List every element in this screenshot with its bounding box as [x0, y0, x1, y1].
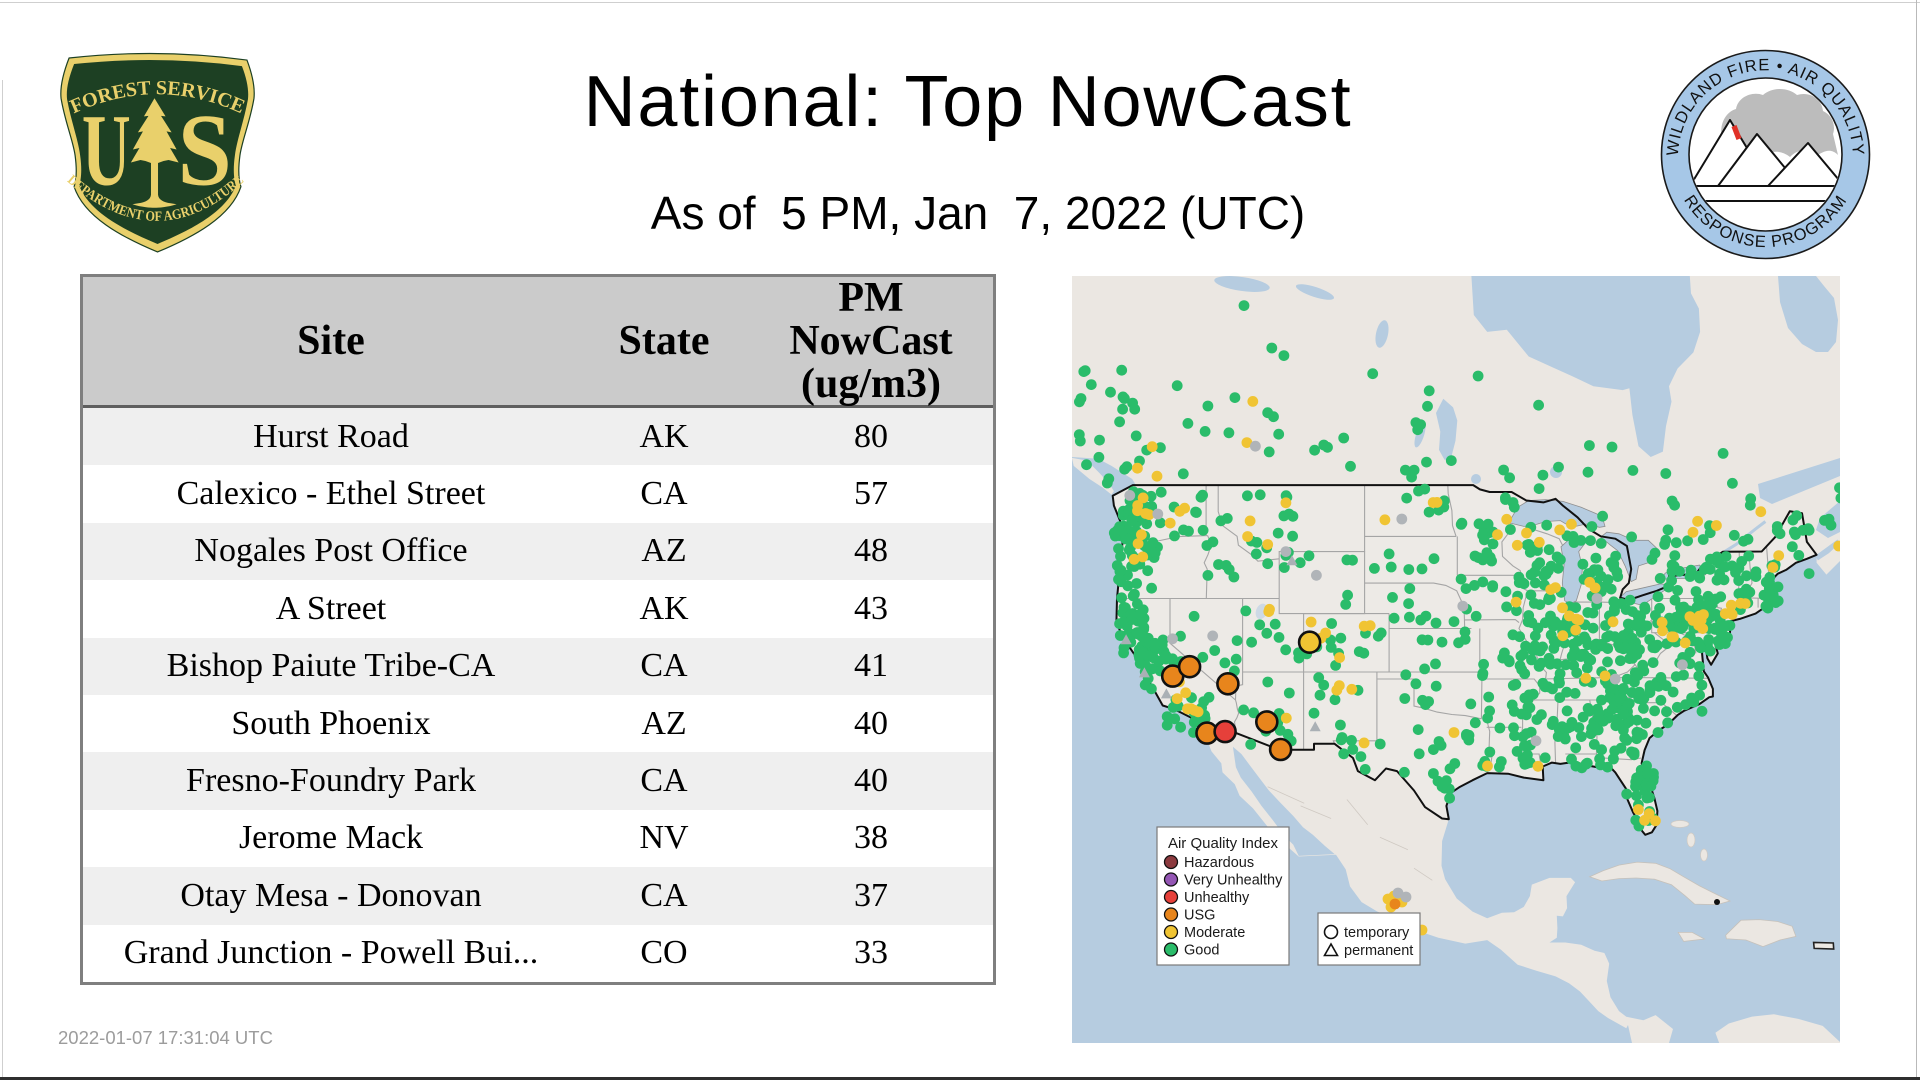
svg-text:USG: USG [1184, 908, 1215, 924]
svg-text:U: U [82, 94, 131, 207]
svg-text:Unhealthy: Unhealthy [1184, 890, 1250, 906]
svg-text:Moderate: Moderate [1184, 925, 1245, 941]
svg-text:Air Quality Index: Air Quality Index [1168, 835, 1279, 852]
svg-text:temporary: temporary [1344, 925, 1410, 941]
svg-text:Hazardous: Hazardous [1184, 855, 1254, 871]
svg-text:Good: Good [1184, 943, 1219, 959]
svg-text:permanent: permanent [1344, 943, 1413, 959]
svg-text:Very Unhealthy: Very Unhealthy [1184, 873, 1283, 889]
svg-text:S: S [178, 93, 232, 207]
